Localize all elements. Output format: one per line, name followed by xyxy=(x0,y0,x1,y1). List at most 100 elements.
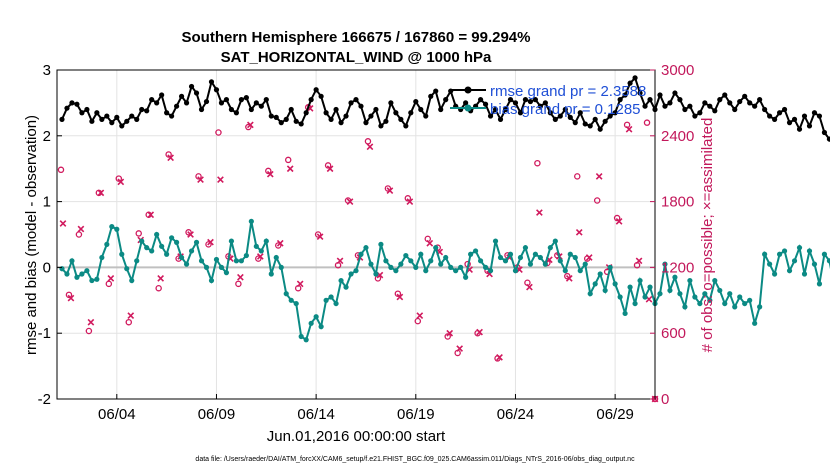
rmse-point xyxy=(69,100,75,106)
rmse-point xyxy=(238,97,244,103)
rmse-point xyxy=(517,110,524,116)
bias-point xyxy=(74,274,80,280)
y-right-tick-label: 2400 xyxy=(661,128,694,145)
obs-assimilated-point xyxy=(575,228,583,236)
rmse-point xyxy=(552,116,558,122)
bias-point xyxy=(208,277,215,284)
bias-point xyxy=(393,268,399,274)
rmse-point xyxy=(393,110,399,116)
bias-point xyxy=(169,235,175,241)
rmse-point xyxy=(682,106,688,113)
rmse-point xyxy=(582,121,588,127)
obs-assimilated-point xyxy=(197,176,204,184)
obs-possible-point xyxy=(245,123,252,131)
obs-assimilated-point xyxy=(117,178,125,186)
rmse-point xyxy=(403,123,409,129)
rmse-point xyxy=(373,106,379,113)
rmse-point xyxy=(806,123,813,129)
bias-point xyxy=(433,245,439,251)
bias-point xyxy=(677,291,683,297)
rmse-point xyxy=(358,103,364,109)
bias-point xyxy=(458,264,464,270)
bias-point xyxy=(213,256,220,263)
rmse-point xyxy=(592,116,598,122)
bias-point xyxy=(159,243,165,249)
bias-point xyxy=(188,248,195,254)
x-tick-label: 06/19 xyxy=(397,406,435,423)
bias-point xyxy=(697,300,703,307)
rmse-point xyxy=(707,103,713,109)
rmse-point xyxy=(826,136,830,142)
rmse-point xyxy=(323,110,329,116)
rmse-point xyxy=(363,120,369,126)
bias-point xyxy=(482,264,489,270)
rmse-point xyxy=(786,120,793,126)
y-right-tick-label: 1800 xyxy=(661,194,694,211)
bias-point xyxy=(507,251,514,257)
bias-point xyxy=(612,281,618,287)
x-tick-label: 06/29 xyxy=(596,406,634,423)
obs-possible-point xyxy=(364,138,372,145)
rmse-point xyxy=(253,100,259,106)
rmse-point xyxy=(522,97,529,103)
obs-assimilated-point xyxy=(77,225,85,233)
obs-assimilated-point xyxy=(426,239,434,247)
obs-assimilated-point xyxy=(107,275,115,282)
bias-point xyxy=(144,245,150,251)
obs-assimilated-point xyxy=(585,254,593,261)
bias-point xyxy=(806,248,813,254)
bias-point xyxy=(348,271,354,277)
legend-bias-label: bias grand pr = 0.1285 xyxy=(490,101,641,118)
obs-assimilated-point xyxy=(346,198,354,205)
chart-title-line1: Southern Hemisphere 166675 / 167860 = 99… xyxy=(182,29,531,46)
obs-possible-point xyxy=(564,272,571,280)
rmse-point xyxy=(776,110,783,116)
rmse-point xyxy=(722,92,728,98)
y-axis-right-ticks: 0 600 1200 1800 2400 3000 xyxy=(650,62,694,408)
bias-point xyxy=(233,258,239,264)
rmse-point xyxy=(717,97,723,103)
obs-possible-point xyxy=(165,151,172,158)
rmse-point xyxy=(821,129,828,136)
y-left-tick-label: -2 xyxy=(38,391,51,408)
bias-point xyxy=(552,238,558,244)
rmse-point xyxy=(188,83,195,90)
bias-point xyxy=(318,324,324,330)
bias-point xyxy=(134,258,140,264)
bias-point xyxy=(248,218,254,224)
rmse-point xyxy=(816,113,823,119)
bias-point xyxy=(602,287,608,294)
rmse-point xyxy=(532,97,539,103)
bias-point xyxy=(114,226,120,232)
rmse-point xyxy=(288,106,294,113)
rmse-point xyxy=(567,114,573,120)
bias-point xyxy=(303,337,309,343)
bias-point xyxy=(308,320,314,326)
bias-point xyxy=(752,320,758,326)
rmse-point xyxy=(99,116,105,122)
rmse-point xyxy=(607,113,613,119)
bias-point xyxy=(757,304,763,310)
rmse-point xyxy=(278,120,284,126)
bias-point xyxy=(298,333,304,340)
bias-point xyxy=(682,304,688,310)
rmse-point xyxy=(647,97,653,103)
rmse-point xyxy=(79,110,85,116)
bias-point xyxy=(288,297,294,303)
rmse-point xyxy=(154,100,160,106)
rmse-point xyxy=(139,106,145,113)
bias-point xyxy=(278,264,284,270)
obs-assimilated-point xyxy=(366,143,374,151)
legend-bias-marker xyxy=(464,104,472,112)
rmse-point xyxy=(144,108,150,114)
bias-point xyxy=(622,310,628,317)
bias-point xyxy=(418,251,424,257)
y-axis-left-ticks: -2 -1 0 1 2 3 xyxy=(38,62,62,408)
bias-point xyxy=(522,245,529,251)
obs-assimilated-point xyxy=(286,165,294,173)
bias-point xyxy=(667,287,673,294)
rmse-point xyxy=(597,126,603,132)
bias-point xyxy=(124,266,130,272)
bias-point xyxy=(99,254,105,261)
rmse-point xyxy=(174,103,180,109)
